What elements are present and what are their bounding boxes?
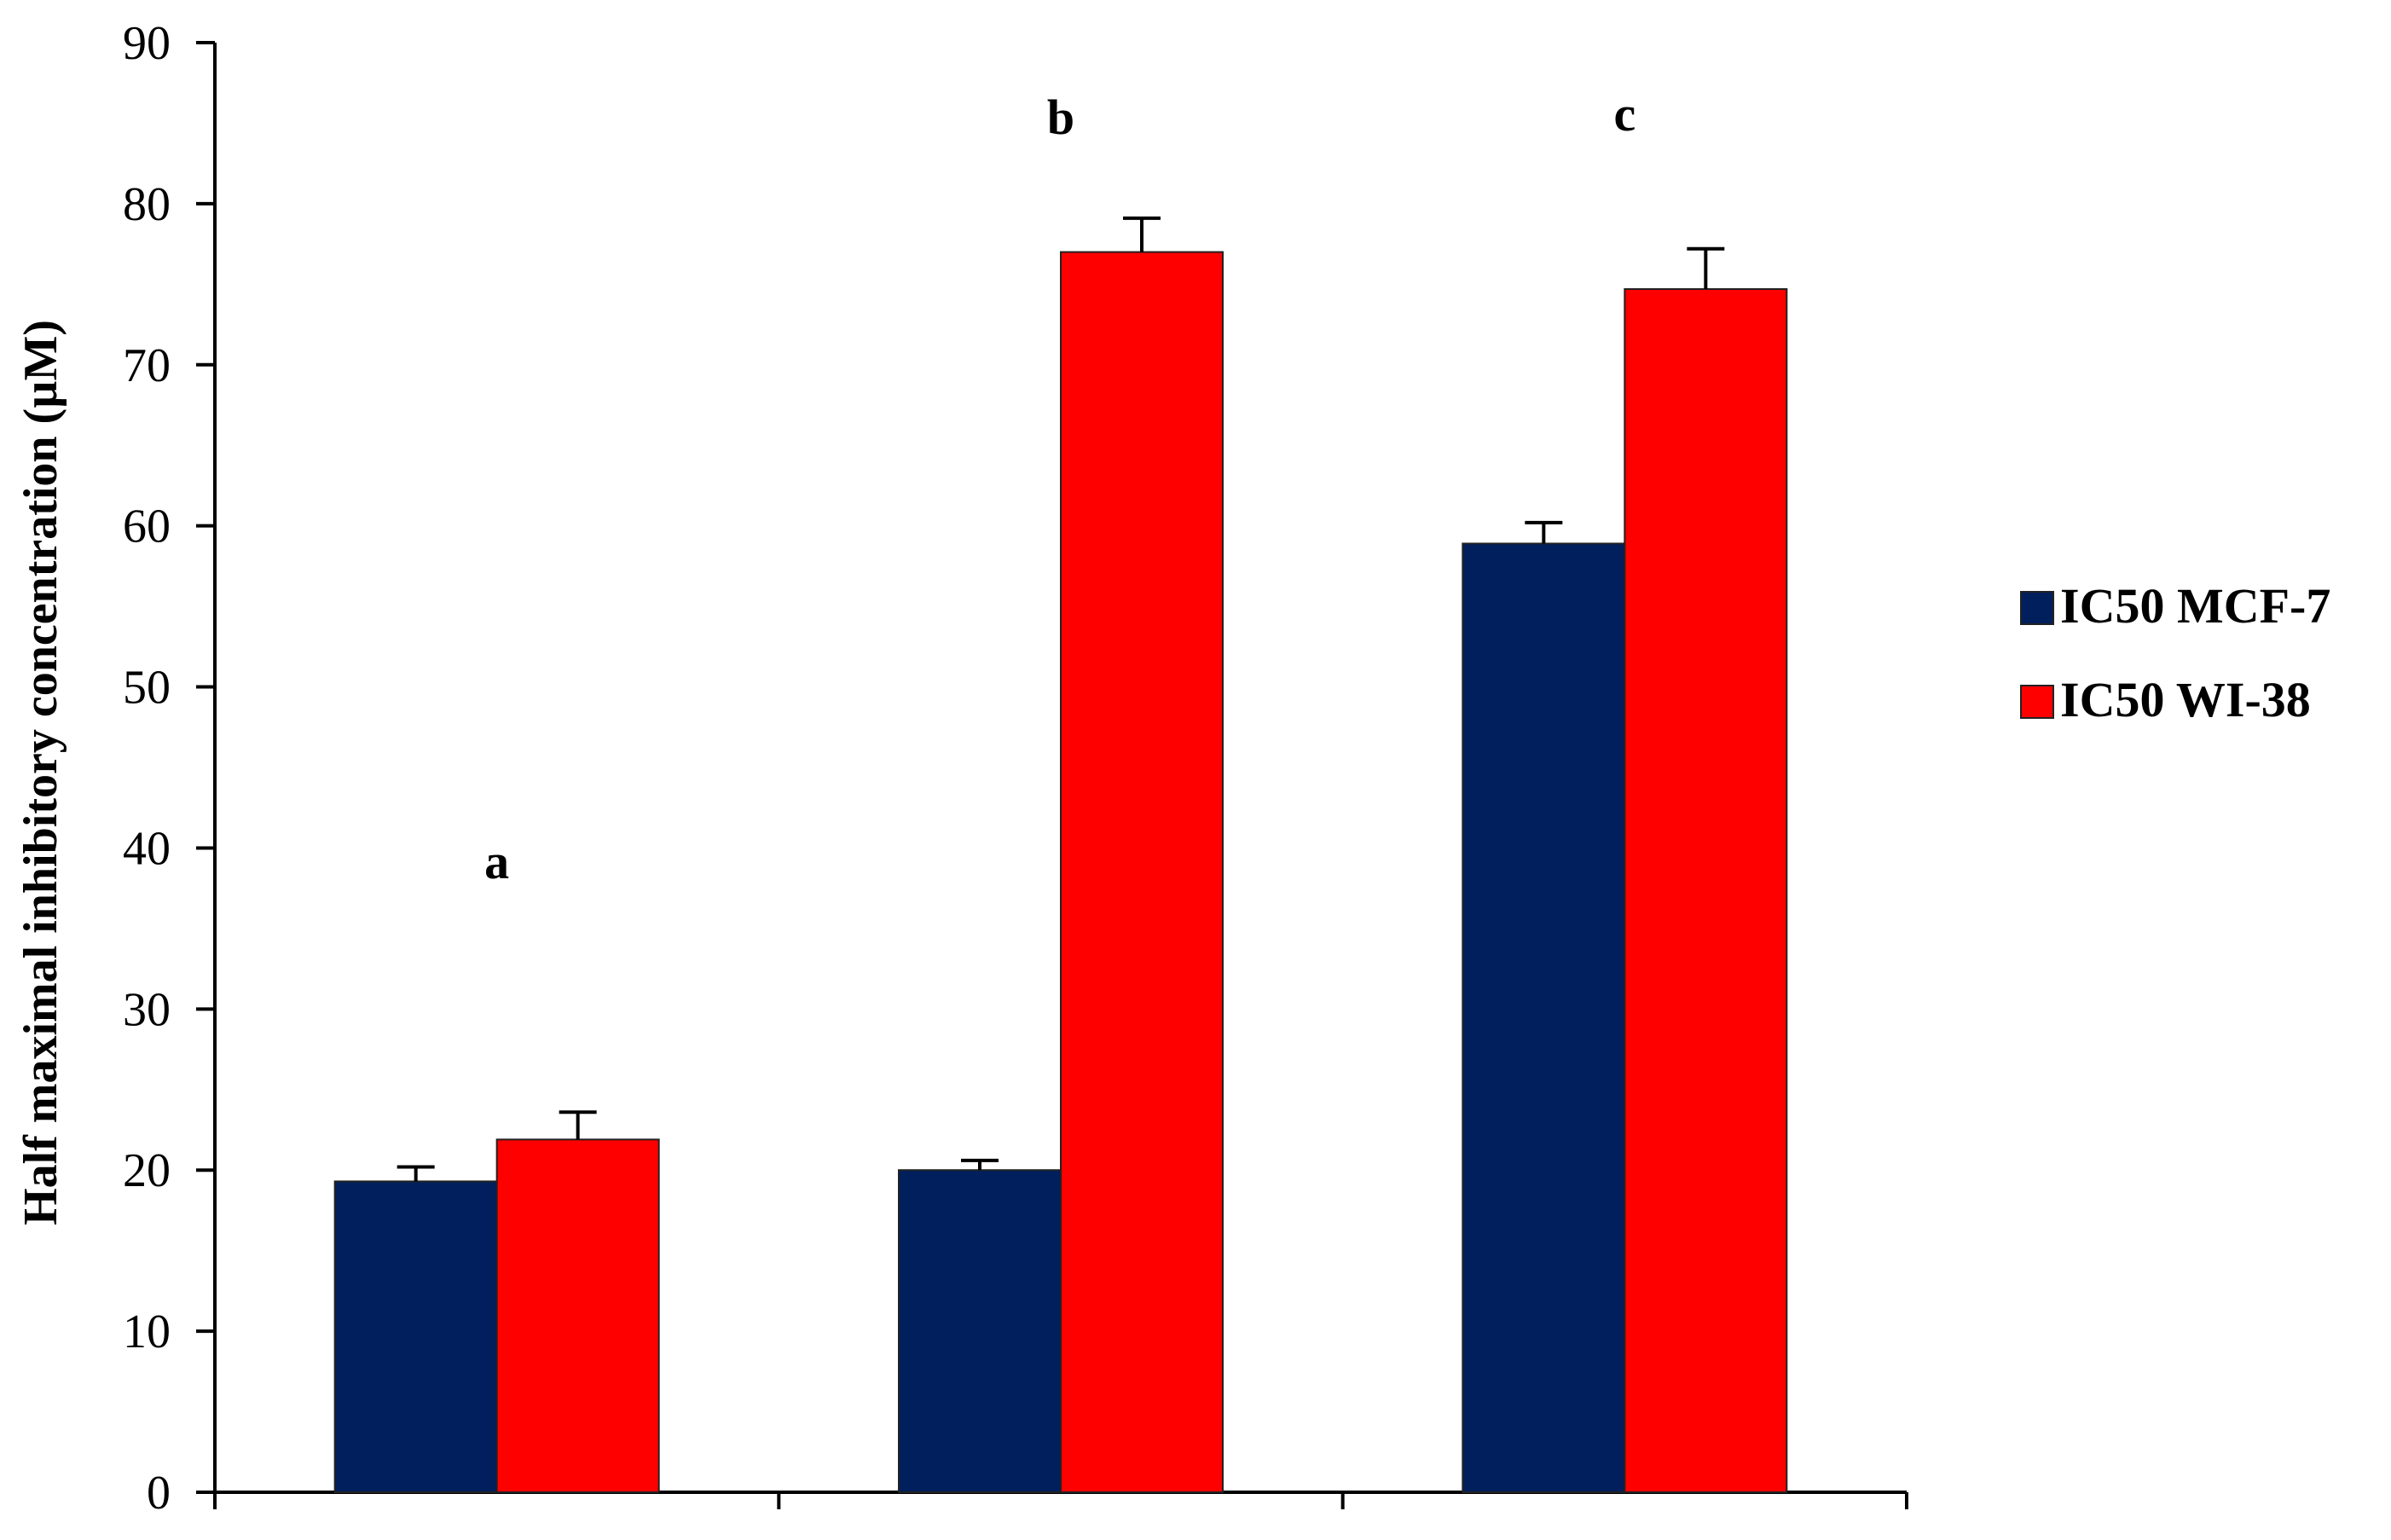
legend-swatch (2020, 591, 2054, 625)
y-tick-label: 60 (123, 501, 171, 553)
y-tick-label: 80 (123, 178, 171, 231)
legend-label: IC50 WI-38 (2060, 672, 2311, 727)
y-tick-label: 70 (123, 339, 171, 392)
y-tick-label: 30 (123, 983, 171, 1036)
bar-ic50-wi-38-a (495, 1138, 660, 1494)
bar-ic50-wi-38-c (1624, 288, 1788, 1493)
y-axis-title: Half maximal inhibitory concentration (µ… (14, 320, 67, 1225)
labels: a b c (484, 86, 1635, 889)
group-label-b: b (1047, 90, 1074, 145)
bar-ic50-wi-38-b (1060, 251, 1224, 1493)
y-tick-label: 50 (123, 662, 171, 715)
y-tick-label: 0 (147, 1467, 171, 1520)
bar-ic50-mcf-7-c (1462, 542, 1626, 1493)
group-label-c: c (1613, 86, 1635, 142)
legend-label: IC50 MCF-7 (2060, 578, 2330, 634)
y-tick-label: 20 (123, 1144, 171, 1197)
y-tick-label: 90 (123, 17, 171, 70)
axes: 0 10 20 30 40 50 60 70 80 90 (123, 17, 1908, 1520)
y-tick-label: 10 (123, 1306, 171, 1358)
group-label-a: a (484, 834, 509, 889)
legend: IC50 MCF-7 IC50 WI-38 (2020, 578, 2330, 727)
bars (333, 216, 1788, 1494)
bar-ic50-mcf-7-a (333, 1180, 498, 1493)
bar-ic50-mcf-7-b (898, 1169, 1062, 1493)
legend-swatch (2020, 685, 2054, 719)
y-tick-label: 40 (123, 822, 171, 875)
